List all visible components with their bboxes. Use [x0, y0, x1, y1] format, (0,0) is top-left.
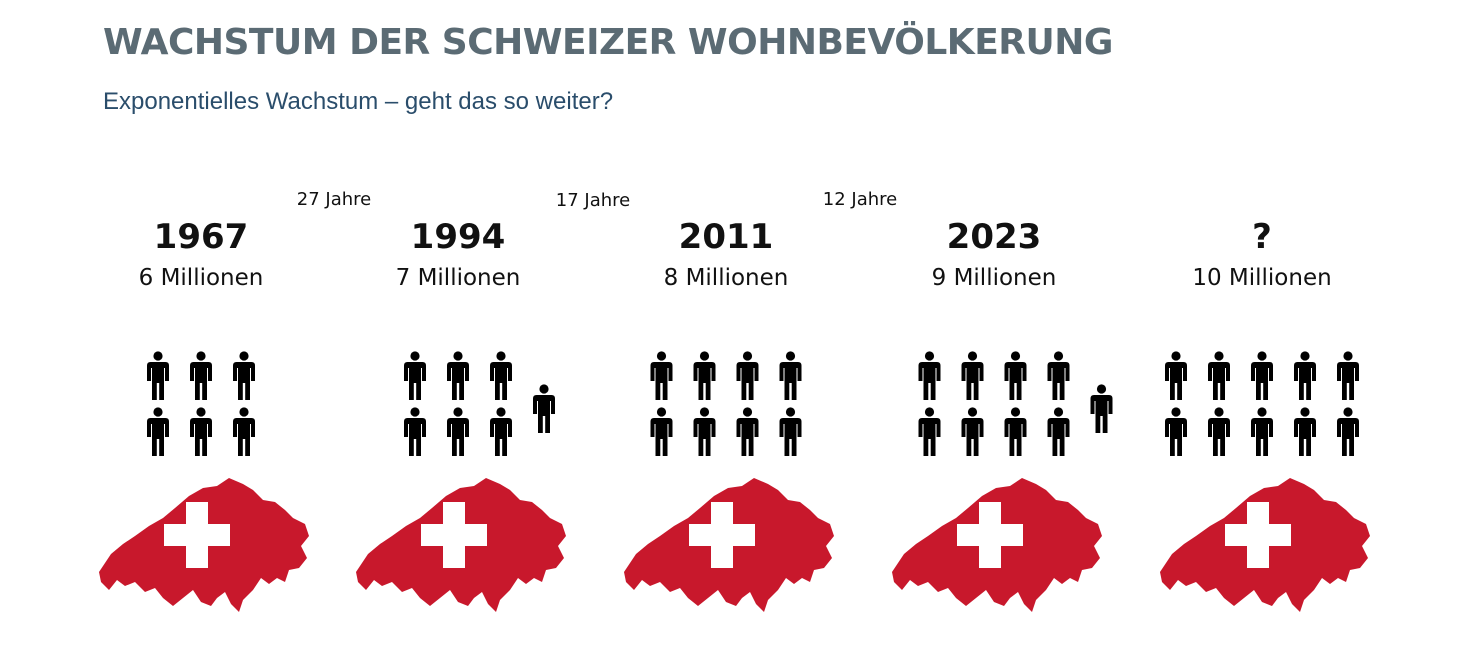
- year-label-future: ?: [1252, 217, 1272, 257]
- column-2023: [892, 351, 1113, 612]
- person-icon: [918, 407, 941, 456]
- person-icon: [1337, 407, 1359, 456]
- person-icon: [1004, 407, 1027, 456]
- pictogram-chart: [99, 351, 1370, 612]
- population-label-1994: 7 Millionen: [395, 265, 521, 291]
- population-label-1967: 6 Millionen: [138, 265, 264, 291]
- person-icon: [404, 407, 426, 456]
- person-icon: [233, 407, 255, 456]
- interval-label-1: 27 Jahre: [296, 189, 372, 210]
- person-icon: [490, 351, 512, 400]
- chart-title: WACHSTUM DER SCHWEIZER WOHNBEVÖLKERUNG: [103, 22, 1113, 63]
- column-2011: [624, 351, 834, 612]
- person-icon: [1165, 407, 1187, 456]
- year-label-1994: 1994: [410, 217, 506, 257]
- person-icon: [1208, 407, 1230, 456]
- person-icon: [918, 351, 941, 400]
- person-icon: [147, 351, 169, 400]
- population-label-future: 10 Millionen: [1192, 265, 1332, 291]
- swiss-cross-vertical: [979, 502, 1001, 568]
- chart-subtitle: Exponentielles Wachstum – geht das so we…: [103, 88, 614, 115]
- person-icon: [1294, 351, 1316, 400]
- column-1967: [99, 351, 309, 612]
- person-icon: [779, 351, 802, 400]
- person-icon: [650, 351, 673, 400]
- person-icon: [1251, 351, 1273, 400]
- person-icon: [1165, 351, 1187, 400]
- person-icon: [404, 351, 426, 400]
- person-icon: [190, 351, 212, 400]
- person-icon: [190, 407, 212, 456]
- year-label-2011: 2011: [678, 217, 774, 257]
- year-label-1967: 1967: [153, 217, 249, 257]
- year-label-2023: 2023: [946, 217, 1042, 257]
- person-icon: [147, 407, 169, 456]
- person-icon: [447, 351, 469, 400]
- person-icon: [533, 384, 555, 433]
- person-icon: [693, 407, 716, 456]
- person-icon: [961, 351, 984, 400]
- column-?: [1160, 351, 1370, 612]
- person-icon: [1294, 407, 1316, 456]
- person-icon: [736, 407, 759, 456]
- population-label-2011: 8 Millionen: [663, 265, 789, 291]
- person-icon: [650, 407, 673, 456]
- person-icon: [1047, 351, 1070, 400]
- interval-label-2: 17 Jahre: [555, 190, 631, 211]
- person-icon: [961, 407, 984, 456]
- person-icon: [1208, 351, 1230, 400]
- person-icon: [1337, 351, 1359, 400]
- person-icon: [736, 351, 759, 400]
- population-label-2023: 9 Millionen: [931, 265, 1057, 291]
- swiss-cross-vertical: [1247, 502, 1269, 568]
- column-1994: [356, 351, 566, 612]
- person-icon: [779, 407, 802, 456]
- interval-label-3: 12 Jahre: [822, 189, 898, 210]
- person-icon: [1004, 351, 1027, 400]
- person-icon: [693, 351, 716, 400]
- swiss-cross-vertical: [443, 502, 465, 568]
- person-icon: [490, 407, 512, 456]
- swiss-cross-vertical: [186, 502, 208, 568]
- person-icon: [447, 407, 469, 456]
- person-icon: [1047, 407, 1070, 456]
- swiss-cross-vertical: [711, 502, 733, 568]
- person-icon: [233, 351, 255, 400]
- person-icon: [1090, 384, 1113, 433]
- person-icon: [1251, 407, 1273, 456]
